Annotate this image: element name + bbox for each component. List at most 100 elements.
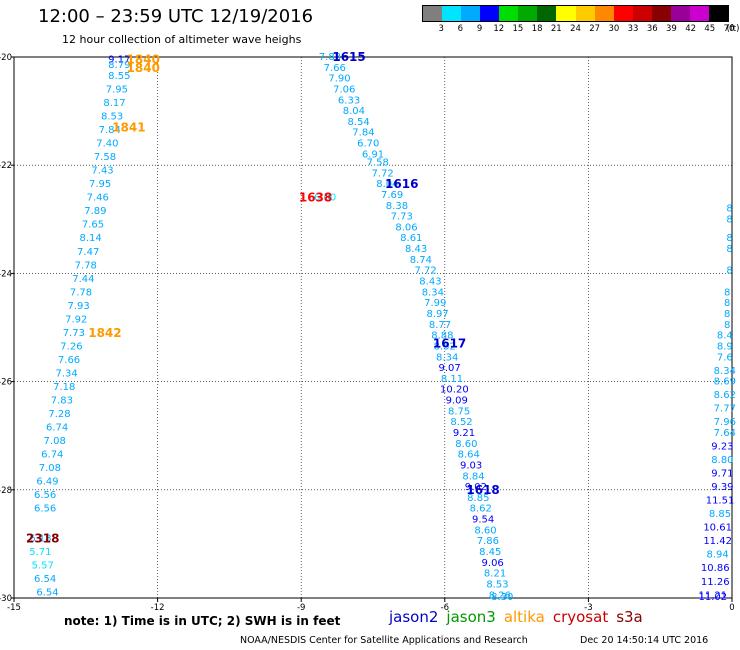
swh-value: 8.30 <box>491 592 513 603</box>
x-tick-label: -9 <box>297 603 305 613</box>
colorbar-swatch <box>518 6 538 21</box>
swh-value: 8.52 <box>434 341 456 352</box>
y-tick-label: -28 <box>0 486 12 496</box>
swh-value: 9.03 <box>460 460 482 471</box>
swh-value: 7.84 <box>352 128 374 139</box>
swh-value: 11.21 <box>699 590 728 601</box>
colorbar-label: 3 <box>438 24 444 34</box>
swh-value: 10.86 <box>701 563 730 574</box>
colorbar-swatch <box>423 6 443 21</box>
legend-entry: s3a <box>616 608 643 626</box>
swh-value: 6.74 <box>41 450 63 461</box>
swh-value: 8.21 <box>484 569 506 580</box>
colorbar-label: 15 <box>512 24 524 34</box>
swh-value: 8.84 <box>462 471 484 482</box>
swh-value: 8.85 <box>709 509 731 520</box>
swh-value: 8.62 <box>470 504 492 515</box>
colorbar-swatch <box>461 6 481 21</box>
colorbar-unit-label: (ft) <box>726 24 740 34</box>
swh-value: 8.61 <box>400 233 422 244</box>
swh-value: 7.44 <box>72 274 94 285</box>
swh-value: 7.26 <box>60 341 82 352</box>
swh-value: 9.39 <box>711 482 733 493</box>
swh-value: 7.77 <box>714 404 736 415</box>
colorbar-swatch <box>594 6 614 21</box>
swh-value: 9.23 <box>711 442 733 453</box>
swh-value: 8.80 <box>711 455 733 466</box>
pass-time-label: 1840 <box>127 53 160 67</box>
x-tick-label: -12 <box>151 603 165 613</box>
satellite-legend: jason2 jason3 altika cryosat s3a <box>389 608 651 626</box>
swh-value: 7.69 <box>381 190 403 201</box>
swh-value: 8.53 <box>101 112 123 123</box>
colorbar-swatch <box>651 6 671 21</box>
swh-value: 7.08 <box>44 436 66 447</box>
swh-value: 6.91 <box>362 149 384 160</box>
legend-entry: cryosat <box>552 608 609 626</box>
swh-value: 8.34 <box>422 287 444 298</box>
pass-time-label: 1638 <box>299 191 332 205</box>
colorbar-swatch <box>499 6 519 21</box>
page-title: 12:00 – 23:59 UTC 12/19/2016 <box>38 6 314 27</box>
colorbar-label: 39 <box>666 24 677 34</box>
points-layer: 9.178.798.55 7.95 8.17 8.53 7.84 7.40 7.58 7.43… <box>29 52 736 603</box>
swh-value: 7.78 <box>75 260 97 271</box>
colorbar-swatch <box>480 6 500 21</box>
swh-value: 8.26 <box>489 590 511 601</box>
colorbar-label: 42 <box>685 24 697 34</box>
swh-value: 8.43 <box>405 244 427 255</box>
colorbar-label: 9 <box>476 24 483 34</box>
swh-value: 8.34 <box>714 366 736 377</box>
pass-time-label: 2318 <box>26 531 59 545</box>
swh-value: 7.08 <box>39 463 61 474</box>
swh-value: 8.62 <box>714 390 736 401</box>
swh-value: 7.73 <box>391 212 413 223</box>
axis-layer: -15-12-9-6-30-20-22-24-26-28-30 <box>0 53 735 613</box>
swh-value: 7.46 <box>87 193 109 204</box>
swh-value: 8.77 <box>429 320 451 331</box>
swh-value: 5.57 <box>32 561 54 572</box>
swh-value: 8 <box>726 233 732 244</box>
swh-value: 11.42 <box>703 536 732 547</box>
swh-value: 7.78 <box>70 287 92 298</box>
swh-value: 7.18 <box>53 382 75 393</box>
swh-value: 8.14 <box>79 233 101 244</box>
swh-value: 11.02 <box>699 592 728 603</box>
colorbar-swatch <box>613 6 633 21</box>
swh-value: 7.84 <box>99 125 121 136</box>
swh-value: 8.06 <box>395 222 417 233</box>
swh-value: 6.70 <box>357 139 379 150</box>
swh-value: 8.4 <box>717 331 733 342</box>
colorbar-label: 33 <box>627 24 639 34</box>
swh-value: 8.9 <box>717 341 733 352</box>
swh-value: 8 <box>726 214 732 225</box>
swh-value: 6.49 <box>36 477 58 488</box>
swh-value: 7.89 <box>84 206 106 217</box>
colorbar: 3 6 9 12 15 18 21 24 27 30 33 36 39 42 45 70 (ft) <box>422 5 739 36</box>
colorbar-label: 18 <box>531 24 543 34</box>
swh-value: 7.72 <box>371 168 393 179</box>
swh-value: 7.72 <box>415 266 437 277</box>
swh-value: 7.64 <box>714 428 736 439</box>
swh-value: 9.02 <box>465 482 487 493</box>
swh-value: 7.95 <box>106 84 128 95</box>
colorbar-label: 45 <box>704 24 716 34</box>
colorbar-label: 36 <box>646 24 658 34</box>
legend-entry: jason2 <box>389 608 439 626</box>
swh-value: 7.86 <box>477 536 499 547</box>
swh-value: 7.95 <box>89 179 111 190</box>
timestamp: Dec 20 14:50:14 UTC 2016 <box>580 635 709 646</box>
colorbar-label: 30 <box>608 24 620 34</box>
colorbar-labels: 3 6 9 12 15 18 21 24 27 30 33 36 39 42 45 70 (ft) <box>422 22 739 36</box>
swh-value: 7.83 <box>51 396 73 407</box>
swh-value: 9.71 <box>711 469 733 480</box>
y-tick-label: -20 <box>0 53 12 63</box>
swh-value: 10.20 <box>440 385 469 396</box>
y-tick-label: -22 <box>0 161 12 171</box>
swh-value: 11.26 <box>701 577 730 588</box>
swh-value: 8.64 <box>458 450 480 461</box>
colorbar-swatch <box>708 6 728 21</box>
swh-value: 8.53 <box>486 579 508 590</box>
swh-value: 9.54 <box>472 515 494 526</box>
